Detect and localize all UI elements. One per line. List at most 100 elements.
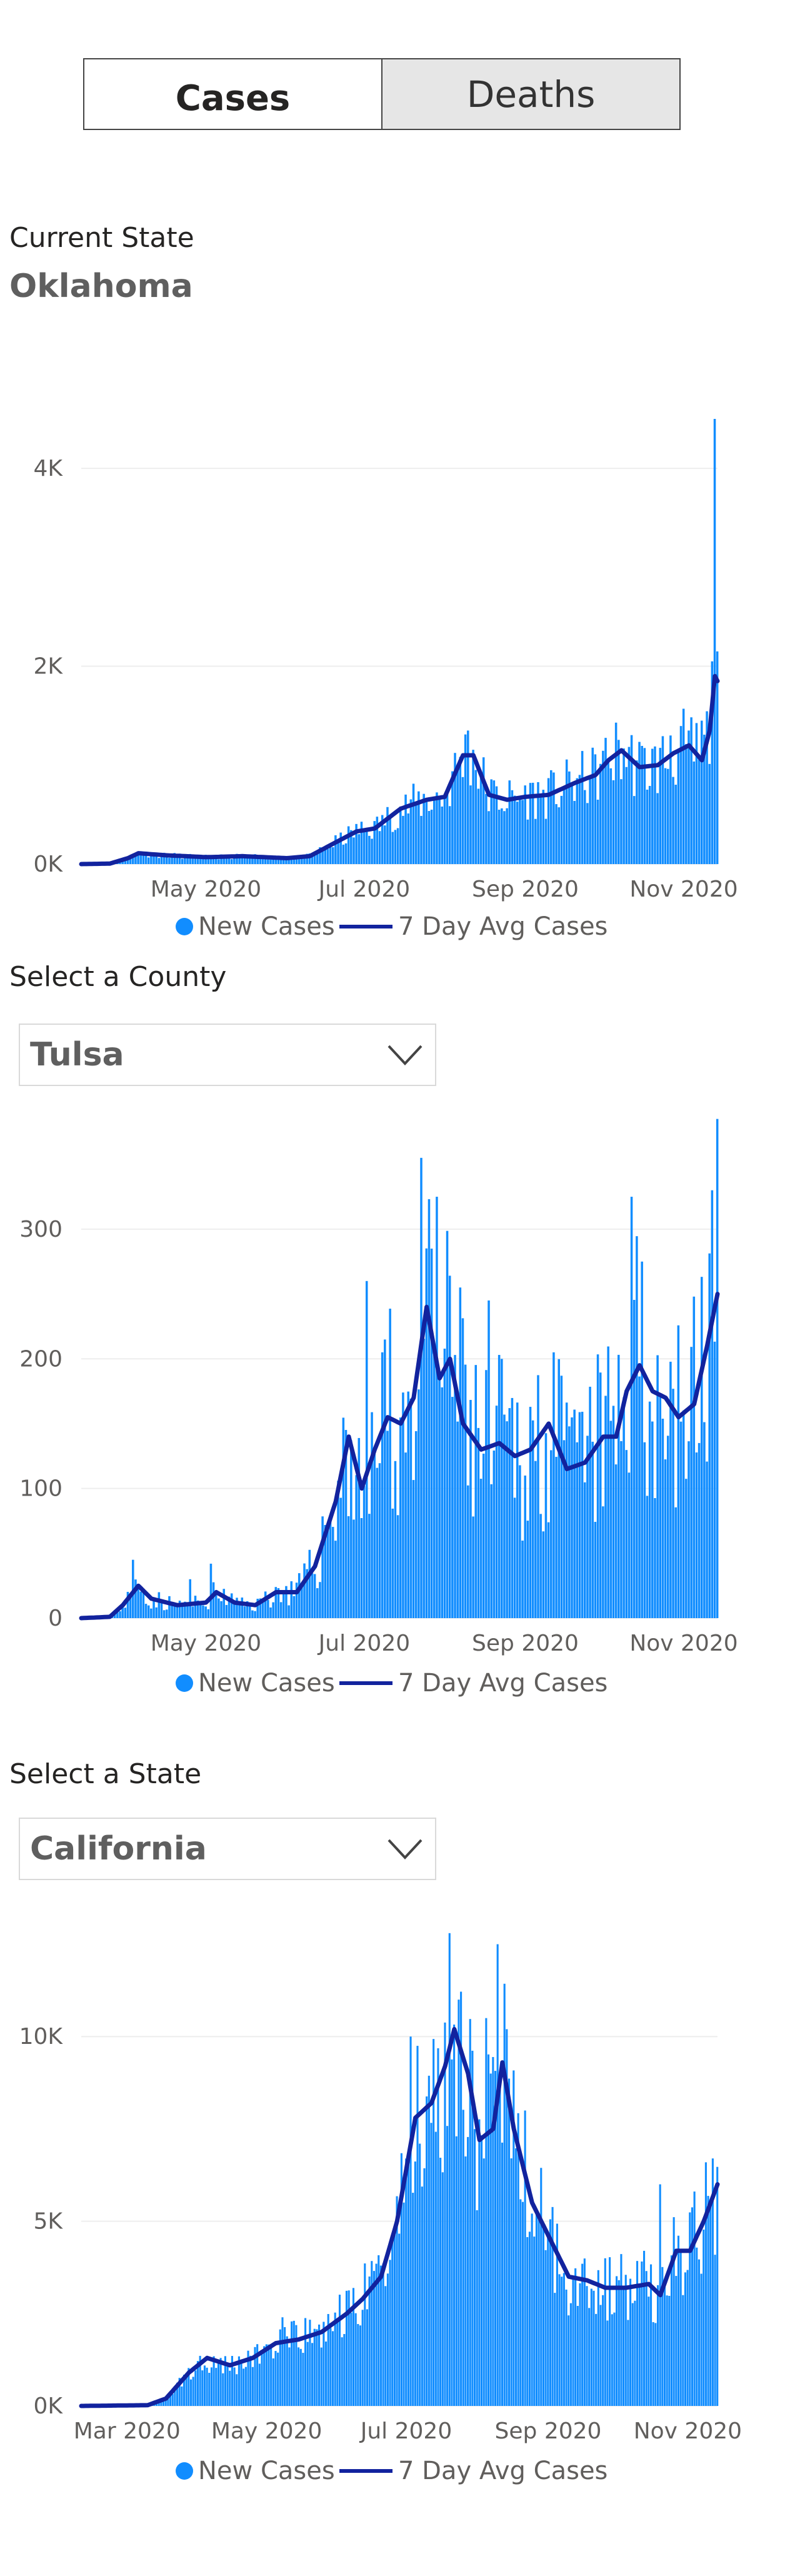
bar bbox=[625, 767, 628, 864]
bar bbox=[299, 2348, 302, 2406]
bar bbox=[684, 2272, 687, 2406]
bar bbox=[471, 2050, 474, 2406]
state-dropdown-value: California bbox=[30, 1830, 207, 1868]
bar bbox=[199, 2355, 201, 2406]
bar bbox=[446, 790, 449, 864]
bar bbox=[366, 2309, 369, 2406]
bar bbox=[625, 1450, 628, 1618]
bar bbox=[485, 2018, 488, 2406]
bar bbox=[492, 1450, 496, 1618]
state-dropdown[interactable]: California bbox=[19, 1818, 436, 1880]
tab-cases[interactable]: Cases bbox=[83, 58, 382, 130]
bar bbox=[659, 748, 662, 864]
bar bbox=[331, 1527, 334, 1618]
bar bbox=[430, 1249, 433, 1618]
bar bbox=[228, 854, 231, 864]
bar bbox=[597, 2270, 599, 2406]
bar bbox=[432, 2039, 435, 2406]
y-tick-label: 0K bbox=[33, 852, 63, 877]
bar bbox=[162, 2400, 165, 2406]
bar bbox=[382, 2263, 384, 2406]
bar bbox=[269, 859, 272, 864]
bar bbox=[207, 1609, 210, 1618]
x-tick-label: May 2020 bbox=[211, 2418, 322, 2444]
bar bbox=[535, 2210, 538, 2406]
bar bbox=[185, 2377, 188, 2406]
bar bbox=[698, 2259, 700, 2406]
bar bbox=[155, 1607, 158, 1618]
bar bbox=[171, 1602, 173, 1618]
bar bbox=[414, 2161, 416, 2406]
bar bbox=[573, 1409, 576, 1618]
bar bbox=[688, 730, 690, 864]
bar bbox=[511, 790, 514, 864]
bar bbox=[622, 1397, 625, 1618]
bar bbox=[394, 1461, 397, 1618]
bar bbox=[196, 855, 199, 864]
bar bbox=[384, 1339, 386, 1618]
bar bbox=[206, 2367, 208, 2406]
bar bbox=[272, 1602, 274, 1618]
bar bbox=[324, 2342, 328, 2406]
x-tick-label: Nov 2020 bbox=[629, 877, 738, 902]
bar bbox=[194, 858, 197, 864]
bar bbox=[508, 780, 511, 864]
bar bbox=[178, 1601, 181, 1618]
bar bbox=[412, 1480, 415, 1618]
bar bbox=[592, 2290, 595, 2406]
bar bbox=[472, 1516, 474, 1618]
bar bbox=[490, 779, 492, 864]
bar bbox=[129, 855, 132, 864]
bar bbox=[298, 857, 301, 864]
bar bbox=[212, 2356, 215, 2406]
bar bbox=[552, 1352, 555, 1618]
bar bbox=[285, 1586, 288, 1618]
bar bbox=[569, 2303, 572, 2406]
bar bbox=[692, 1296, 696, 1618]
bar bbox=[191, 857, 194, 864]
bar bbox=[599, 1372, 602, 1618]
bar bbox=[418, 791, 420, 864]
california-cases-chart: 0K 5K 10K Mar 2020 May 2020 Jul 2020 Sep 2020 N… bbox=[19, 1933, 742, 2485]
bar bbox=[225, 1604, 228, 1618]
county-dropdown[interactable]: Tulsa bbox=[19, 1024, 436, 1086]
bar bbox=[495, 1406, 498, 1618]
bar bbox=[121, 860, 124, 864]
bar bbox=[309, 2320, 311, 2406]
tab-deaths[interactable]: Deaths bbox=[382, 58, 681, 130]
bar bbox=[269, 1607, 272, 1618]
bar bbox=[254, 2347, 256, 2406]
bar bbox=[642, 2250, 646, 2406]
metric-tabs: Cases Deaths bbox=[83, 58, 681, 130]
bar bbox=[331, 2331, 334, 2406]
bar bbox=[295, 857, 298, 864]
bar bbox=[698, 1442, 701, 1618]
bar bbox=[277, 858, 280, 864]
bar bbox=[561, 2277, 563, 2406]
bar bbox=[329, 1520, 332, 1618]
bar bbox=[503, 1983, 506, 2406]
bar bbox=[202, 855, 204, 864]
legend-label-7-day-avg: 7 Day Avg Cases bbox=[398, 1669, 608, 1698]
bar bbox=[365, 829, 368, 864]
bar bbox=[451, 771, 454, 864]
bar bbox=[226, 2364, 229, 2406]
bar bbox=[202, 1605, 204, 1618]
x-tick-label: Nov 2020 bbox=[629, 1631, 738, 1656]
bar bbox=[292, 1596, 296, 1618]
bar bbox=[243, 1606, 246, 1618]
y-tick-label: 10K bbox=[19, 2024, 64, 2050]
bar bbox=[425, 1248, 428, 1618]
bar bbox=[158, 2402, 160, 2406]
bar bbox=[256, 857, 259, 864]
bar bbox=[686, 2270, 689, 2406]
bar bbox=[396, 2196, 398, 2406]
bar bbox=[519, 1465, 521, 1618]
bar bbox=[485, 793, 488, 864]
bar bbox=[695, 1452, 698, 1618]
bar bbox=[171, 855, 173, 864]
bar bbox=[622, 2287, 625, 2406]
bar bbox=[358, 834, 361, 864]
bar bbox=[630, 735, 633, 864]
bar bbox=[636, 760, 638, 864]
